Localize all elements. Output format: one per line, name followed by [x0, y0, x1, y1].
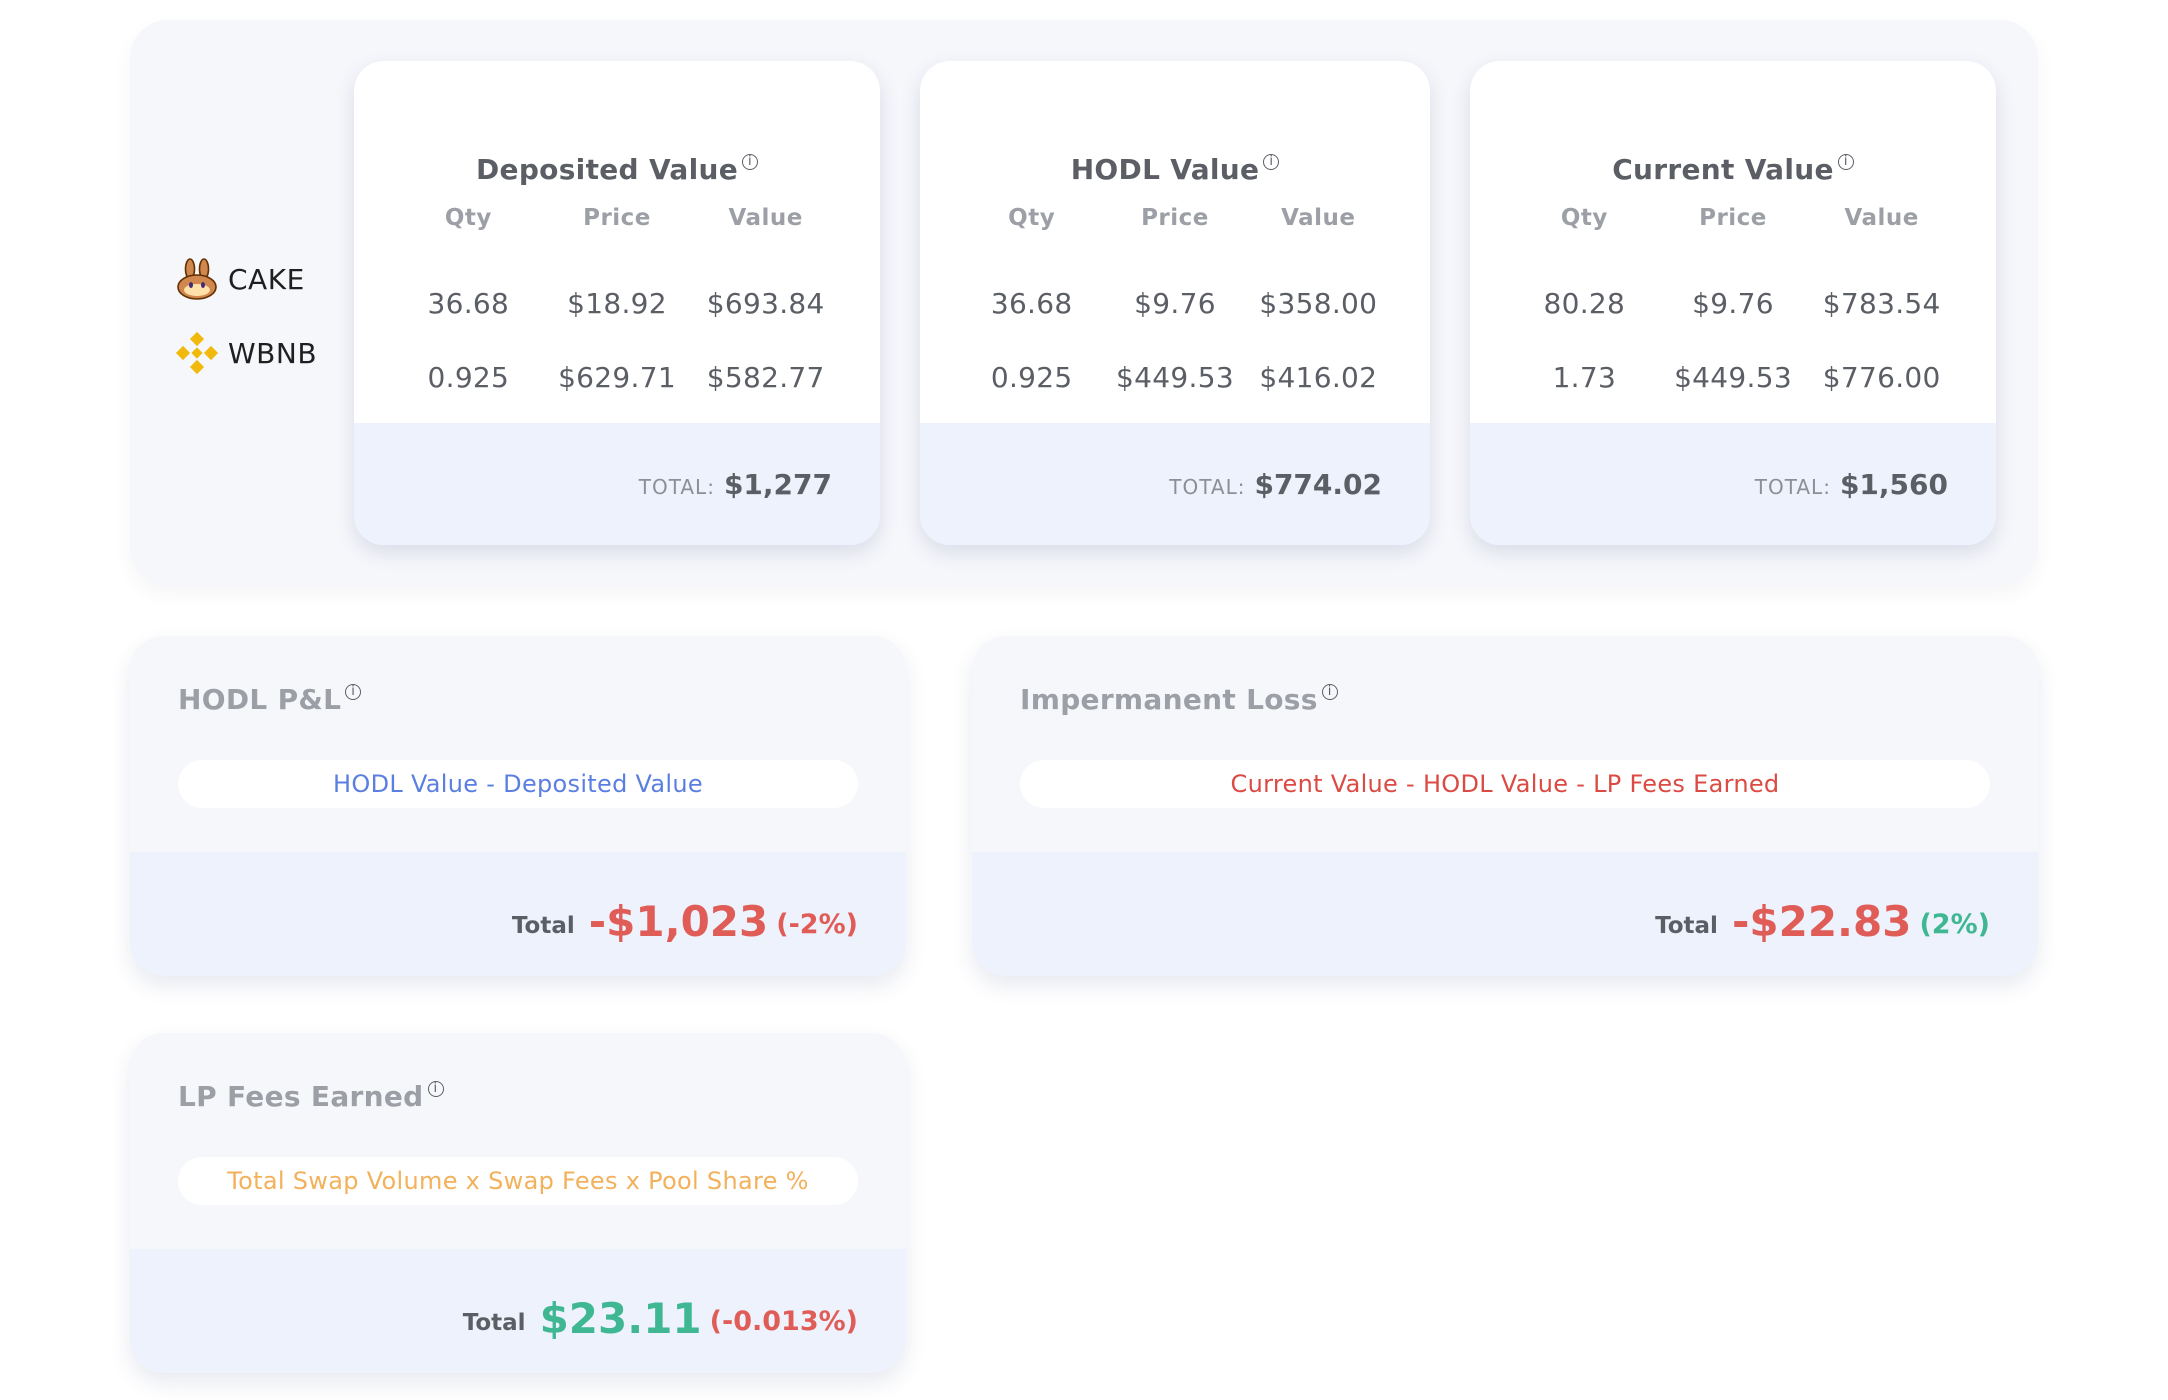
card-total-footer: Total -$22.83 (2%) — [972, 852, 2038, 976]
card-title: HODL Value i — [920, 153, 1430, 186]
binance-diamond-icon — [175, 331, 219, 375]
token-row-wbnb: 1.73 $449.53 $776.00 — [1510, 361, 1956, 394]
column-header-price: Price — [583, 205, 651, 231]
column-header-value: Value — [1281, 205, 1356, 231]
price-cell: $9.76 — [1692, 287, 1774, 320]
total-label: TOTAL: — [1754, 475, 1831, 499]
column-header-value: Value — [1844, 205, 1919, 231]
hodl-value-card: HODL Value i Qty Price Value 36.68 $9.76 … — [920, 61, 1430, 545]
total-percent: (2%) — [1919, 908, 1990, 940]
total-amount: $1,277 — [723, 467, 832, 501]
total-amount: $23.11 — [539, 1293, 702, 1343]
info-icon[interactable]: i — [427, 1081, 444, 1097]
formula-pill: Current Value - HODL Value - LP Fees Ear… — [1020, 760, 1990, 808]
value-cell: $582.77 — [706, 361, 825, 394]
qty-cell: 0.925 — [427, 361, 510, 394]
current-value-card: Current Value i Qty Price Value 80.28 $9.… — [1470, 61, 1996, 545]
total-amount: -$1,023 — [588, 896, 769, 946]
total-label: TOTAL: — [638, 475, 715, 499]
value-comparison-panel: CAKE WBNB Deposited Value i Qty Price Val… — [130, 20, 2038, 586]
price-cell: $449.53 — [1116, 361, 1234, 394]
token-row-wbnb: 0.925 $449.53 $416.02 — [960, 361, 1390, 394]
token-row-wbnb: 0.925 $629.71 $582.77 — [394, 361, 840, 394]
token-row-cake: CAKE — [175, 242, 317, 316]
column-header-price: Price — [1699, 205, 1767, 231]
info-icon[interactable]: i — [1263, 154, 1280, 170]
deposited-value-card: Deposited Value i Qty Price Value 36.68 $… — [354, 61, 880, 545]
price-cell: $18.92 — [567, 287, 667, 320]
qty-cell: 0.925 — [990, 361, 1073, 394]
info-icon[interactable]: i — [1321, 684, 1338, 700]
pancakeswap-bunny-icon — [177, 258, 217, 300]
card-title: Impermanent Loss i — [1020, 683, 1338, 716]
column-header-price: Price — [1141, 205, 1209, 231]
total-label: Total — [1655, 913, 1718, 939]
total-amount: -$22.83 — [1731, 896, 1912, 946]
qty-cell: 1.73 — [1552, 361, 1617, 394]
price-cell: $629.71 — [558, 361, 676, 394]
value-cell: $416.02 — [1259, 361, 1378, 394]
info-icon[interactable]: i — [1837, 154, 1854, 170]
card-total-footer: Total -$1,023 (-2%) — [130, 852, 906, 976]
total-label: Total — [511, 913, 575, 939]
token-row-cake: 80.28 $9.76 $783.54 — [1510, 287, 1956, 320]
card-title: LP Fees Earned i — [178, 1080, 444, 1113]
info-icon[interactable]: i — [742, 154, 758, 170]
value-cell: $693.84 — [706, 287, 825, 320]
total-percent: (-2%) — [776, 908, 858, 940]
card-total-footer: TOTAL: $774.02 — [920, 423, 1430, 545]
impermanent-loss-card: Impermanent Loss i Current Value - HODL V… — [972, 636, 2038, 976]
column-header-value: Value — [728, 205, 803, 231]
price-cell: $449.53 — [1674, 361, 1792, 394]
card-total-footer: Total $23.11 (-0.013%) — [130, 1249, 906, 1373]
formula-pill: Total Swap Volume x Swap Fees x Pool Sha… — [178, 1157, 858, 1205]
total-amount: $1,560 — [1839, 467, 1948, 501]
token-row-cake: 36.68 $18.92 $693.84 — [394, 287, 840, 320]
value-cell: $358.00 — [1259, 287, 1378, 320]
hodl-pnl-card: HODL P&L i HODL Value - Deposited Value T… — [130, 636, 906, 976]
total-amount: $774.02 — [1254, 467, 1382, 501]
value-cell: $776.00 — [1822, 361, 1941, 394]
token-row-wbnb: WBNB — [175, 316, 317, 390]
token-symbol: CAKE — [228, 262, 305, 296]
price-cell: $9.76 — [1134, 287, 1216, 320]
card-title: Deposited Value i — [354, 153, 880, 186]
lp-fees-card: LP Fees Earned i Total Swap Volume x Swap… — [130, 1033, 906, 1373]
card-title: HODL P&L i — [178, 683, 362, 716]
card-title: Current Value i — [1470, 153, 1996, 186]
token-symbol: WBNB — [228, 336, 318, 370]
column-headers: Qty Price Value — [394, 205, 840, 231]
info-icon[interactable]: i — [345, 684, 362, 700]
formula-pill: HODL Value - Deposited Value — [178, 760, 858, 808]
value-cell: $783.54 — [1822, 287, 1941, 320]
column-headers: Qty Price Value — [1510, 205, 1956, 231]
column-headers: Qty Price Value — [960, 205, 1390, 231]
column-header-qty: Qty — [1560, 205, 1608, 231]
column-header-qty: Qty — [1008, 205, 1056, 231]
card-total-footer: TOTAL: $1,277 — [354, 423, 880, 545]
qty-cell: 80.28 — [1543, 287, 1626, 320]
total-label: TOTAL: — [1169, 475, 1246, 499]
column-header-qty: Qty — [444, 205, 492, 231]
total-percent: (-0.013%) — [709, 1305, 858, 1337]
qty-cell: 36.68 — [990, 287, 1073, 320]
qty-cell: 36.68 — [427, 287, 510, 320]
token-list: CAKE WBNB — [175, 242, 317, 390]
token-row-cake: 36.68 $9.76 $358.00 — [960, 287, 1390, 320]
card-total-footer: TOTAL: $1,560 — [1470, 423, 1996, 545]
total-label: Total — [462, 1310, 526, 1336]
